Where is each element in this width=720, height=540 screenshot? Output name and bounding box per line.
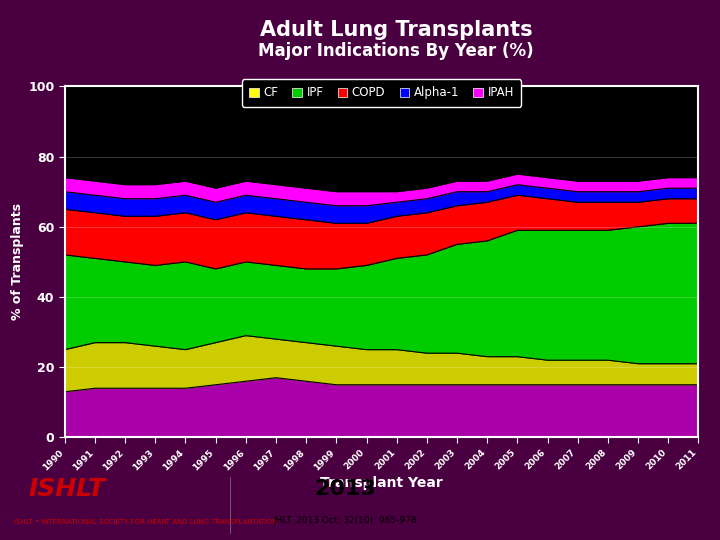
Text: Adult Lung Transplants: Adult Lung Transplants	[260, 19, 532, 40]
Y-axis label: % of Transplants: % of Transplants	[11, 204, 24, 320]
X-axis label: Transplant Year: Transplant Year	[320, 476, 443, 490]
Legend: CF, IPF, COPD, Alpha-1, IPAH: CF, IPF, COPD, Alpha-1, IPAH	[242, 79, 521, 106]
Text: ISHLT • INTERNATIONAL SOCIETY FOR HEART AND LUNG TRANSPLANTATION: ISHLT • INTERNATIONAL SOCIETY FOR HEART …	[14, 519, 278, 525]
Text: JHLT. 2013 Oct; 32(10): 965-978: JHLT. 2013 Oct; 32(10): 965-978	[274, 516, 418, 525]
Text: Major Indications By Year (%): Major Indications By Year (%)	[258, 42, 534, 60]
Text: 2013: 2013	[315, 480, 377, 500]
Text: ISHLT: ISHLT	[29, 477, 106, 502]
